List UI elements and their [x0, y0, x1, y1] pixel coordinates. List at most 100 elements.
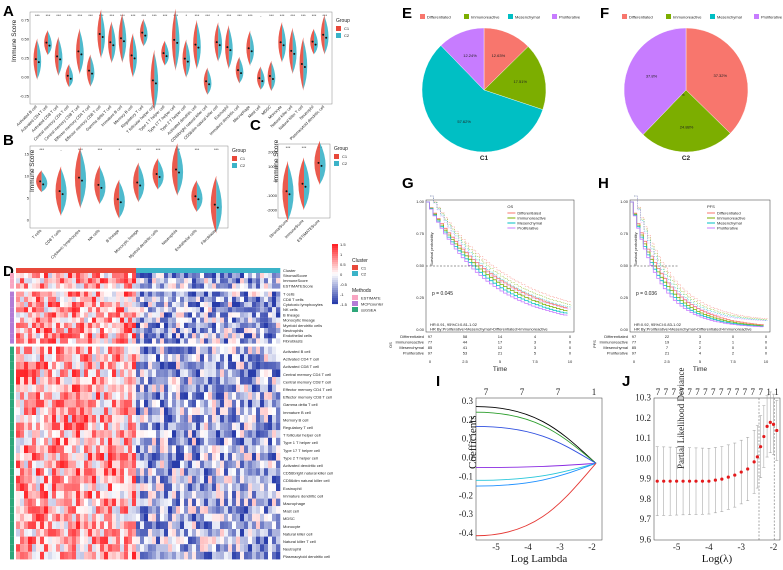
heatmap-cell: [128, 354, 133, 362]
heatmap-cell: [228, 407, 233, 415]
heatmap-cell: [76, 468, 81, 476]
heatmap-cell: [52, 338, 57, 344]
heatmap-cell: [192, 361, 197, 370]
heatmap-cell: [256, 468, 261, 476]
panel-b-violins: [36, 143, 222, 234]
heatmap-cell: [260, 453, 265, 461]
heatmap-cell: [260, 506, 265, 514]
heatmap-cell: [260, 361, 265, 370]
heatmap-cell: [136, 312, 141, 318]
heatmap-cell: [120, 475, 125, 484]
heatmap-cell: [16, 407, 21, 415]
heatmap-cell: [172, 346, 177, 355]
heatmap-cell: [96, 506, 101, 514]
heatmap-cell: [176, 430, 181, 438]
heatmap-cell: [72, 273, 77, 279]
heatmap-cell: [224, 491, 229, 499]
heatmap-cell: [212, 460, 217, 469]
heatmap-cell: [68, 317, 73, 323]
heatmap-cell: [208, 317, 213, 323]
heatmap-method-bar: [10, 307, 14, 313]
heatmap-cell: [56, 551, 61, 560]
heatmap-cell: [232, 377, 237, 385]
heatmap-cell: [188, 291, 193, 297]
pie-legend-label: Mesenchymal: [717, 15, 742, 20]
heatmap-cell: [220, 346, 225, 355]
heatmap-cell: [32, 536, 37, 545]
heatmap-cell: [212, 437, 217, 446]
heatmap-cell: [24, 354, 29, 362]
heatmap-cell: [176, 415, 181, 423]
heatmap-cell: [232, 317, 237, 323]
heatmap-cell: [44, 302, 49, 308]
heatmap-cell: [228, 283, 233, 289]
heatmap-cell: [260, 498, 265, 507]
heatmap-cell: [276, 529, 281, 537]
heatmap-cell: [172, 491, 177, 499]
heatmap-cell: [160, 483, 165, 491]
heatmap-cell: [196, 529, 201, 537]
heatmap-cell: [240, 407, 245, 415]
panel-b-violin-c1: [113, 179, 120, 219]
heatmap-cell: [268, 291, 273, 297]
heatmap-cell: [196, 415, 201, 423]
heatmap-cell: [44, 498, 49, 507]
cv-point: [694, 479, 698, 483]
heatmap-cell: [268, 498, 273, 507]
heatmap-cell: [60, 422, 65, 431]
heatmap-cell: [144, 328, 149, 334]
heatmap-cell: [16, 384, 21, 393]
heatmap-cell: [32, 460, 37, 469]
scale-step: [332, 272, 338, 275]
heatmap-cell: [208, 384, 213, 393]
km-legend-label: Proliferative: [517, 226, 539, 231]
heatmap-cell: [44, 283, 49, 289]
heatmap-cell: [104, 369, 109, 377]
heatmap-cell: [216, 491, 221, 499]
heatmap-cell: [236, 422, 241, 431]
heatmap-cell: [40, 529, 45, 537]
heatmap-cell: [100, 278, 105, 284]
heatmap-cell: [200, 483, 205, 491]
heatmap-cell: [32, 453, 37, 461]
heatmap-cell: [112, 377, 117, 385]
heatmap-cell: [88, 283, 93, 289]
heatmap-cell: [20, 322, 25, 328]
heatmap-cell: [136, 278, 141, 284]
panel-a-median-c1: [258, 77, 261, 80]
panel-c-violins: [282, 140, 326, 222]
heatmap-cell: [88, 475, 93, 484]
panel-h-label: H: [598, 175, 609, 192]
heatmap-cell: [28, 453, 33, 461]
lasso-ylabel: Coefficients: [467, 415, 479, 469]
heatmap-cell: [156, 430, 161, 438]
heatmap-cell: [92, 273, 97, 279]
heatmap-cell: [176, 346, 181, 355]
heatmap-cell: [164, 273, 169, 279]
panel-b-xlabel: T cells: [31, 228, 43, 240]
heatmap-cell: [60, 278, 65, 284]
heatmap-cell: [112, 430, 117, 438]
heatmap-cell: [132, 384, 137, 393]
heatmap-cell: [224, 384, 229, 393]
heatmap-cell: [36, 333, 41, 339]
heatmap-cell: [36, 291, 41, 297]
heatmap-cell: [156, 338, 161, 344]
heatmap-cell: [168, 354, 173, 362]
heatmap-cell: [192, 521, 197, 529]
heatmap-cell: [68, 273, 73, 279]
heatmap-cell: [24, 302, 29, 308]
heatmap-cell: [236, 430, 241, 438]
heatmap-cell: [84, 491, 89, 499]
heatmap-cell: [172, 377, 177, 385]
panel-a-median-c2: [325, 36, 328, 39]
heatmap-cell: [20, 468, 25, 476]
heatmap-cell: [272, 296, 277, 302]
heatmap-cell: [48, 437, 53, 446]
heatmap-cell: [232, 483, 237, 491]
heatmap-cell: [44, 322, 49, 328]
heatmap-cell: [148, 513, 153, 522]
heatmap-cell: [272, 273, 277, 279]
heatmap-cell: [68, 268, 73, 273]
heatmap-cell: [132, 544, 137, 552]
